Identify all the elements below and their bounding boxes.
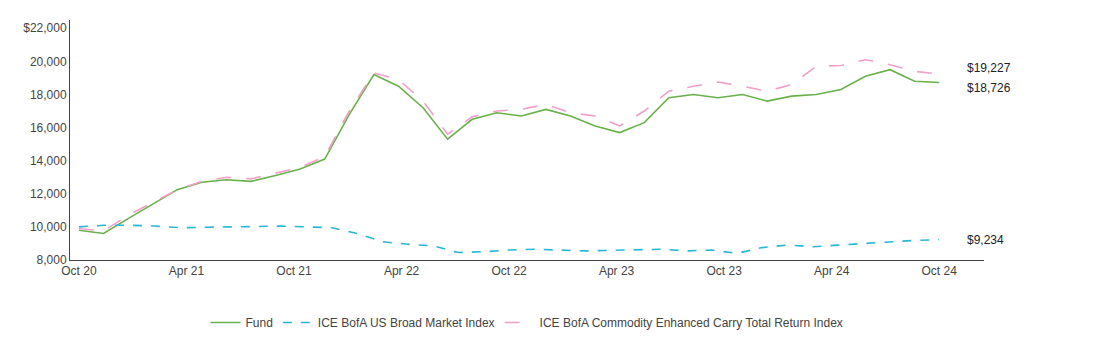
svg-text:Oct 23: Oct 23 (706, 264, 742, 278)
svg-text:12,000: 12,000 (30, 187, 67, 201)
svg-text:$19,227: $19,227 (967, 61, 1011, 75)
svg-text:10,000: 10,000 (30, 220, 67, 234)
svg-text:20,000: 20,000 (30, 55, 67, 69)
svg-text:ICE BofA US Broad Market Index: ICE BofA US Broad Market Index (318, 316, 495, 330)
svg-text:Fund: Fund (246, 316, 273, 330)
svg-text:Apr 21: Apr 21 (169, 264, 205, 278)
svg-text:8,000: 8,000 (37, 253, 67, 267)
svg-text:$18,726: $18,726 (967, 81, 1011, 95)
svg-text:16,000: 16,000 (30, 121, 67, 135)
svg-text:Apr 22: Apr 22 (384, 264, 420, 278)
svg-text:Oct 21: Oct 21 (276, 264, 312, 278)
svg-text:Oct 20: Oct 20 (61, 264, 97, 278)
svg-text:$9,234: $9,234 (967, 233, 1004, 247)
svg-text:$22,000: $22,000 (23, 21, 67, 35)
svg-text:Apr 24: Apr 24 (814, 264, 850, 278)
svg-text:18,000: 18,000 (30, 88, 67, 102)
svg-text:Apr 23: Apr 23 (599, 264, 635, 278)
svg-text:Oct 24: Oct 24 (922, 264, 958, 278)
svg-text:Oct 22: Oct 22 (491, 264, 527, 278)
svg-text:ICE BofA Commodity Enhanced Ca: ICE BofA Commodity Enhanced Carry Total … (540, 316, 843, 330)
svg-text:14,000: 14,000 (30, 154, 67, 168)
